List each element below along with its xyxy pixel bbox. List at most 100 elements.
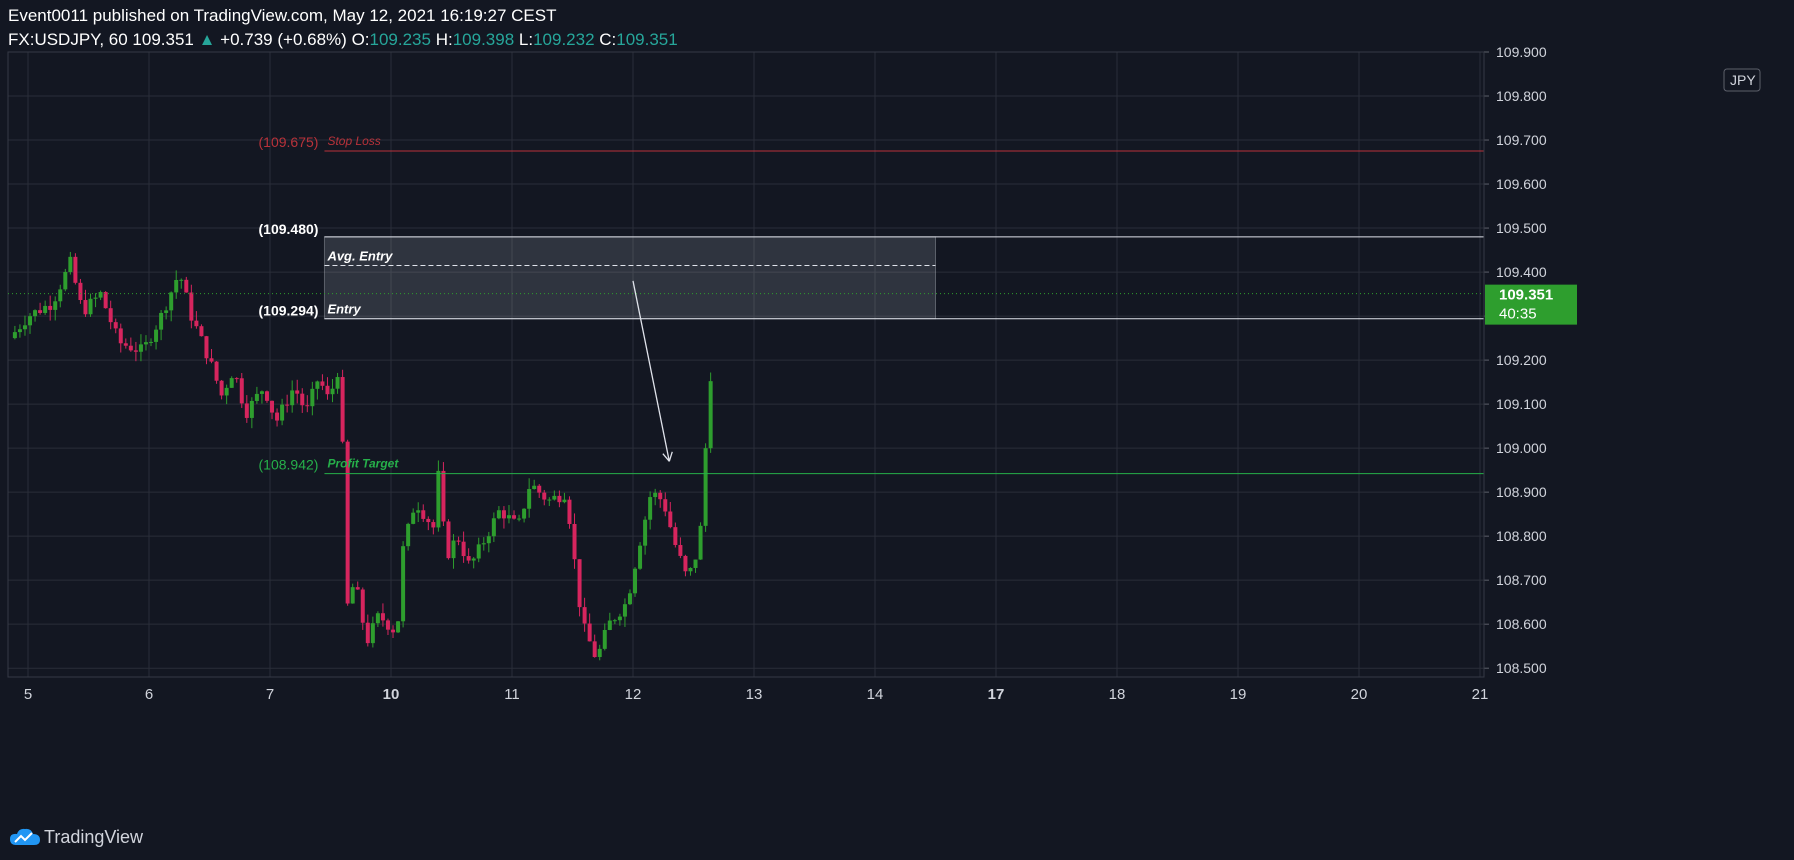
candle-body (537, 485, 542, 493)
open-value: 109.235 (369, 30, 431, 49)
candle-body (108, 308, 113, 323)
candle-body (199, 326, 204, 337)
entry-price-label: (109.294) (259, 303, 319, 319)
candle-body (138, 344, 143, 352)
candle-body (53, 301, 58, 310)
candle-body (391, 629, 396, 633)
high-label: H: (435, 30, 453, 49)
candle-body (416, 510, 421, 513)
candle-body (451, 540, 456, 559)
grid-lines (8, 51, 1484, 677)
price-tag: 109.351 40:35 (1485, 284, 1577, 325)
candle-body (204, 336, 209, 359)
candle-body (401, 546, 406, 622)
trade-levels[interactable]: (109.675) Stop Loss (108.942) Profit Target (259, 134, 1484, 475)
x-tick-label: 6 (145, 686, 153, 703)
candle-body (557, 495, 562, 503)
currency-button[interactable]: JPY (1723, 68, 1761, 92)
candle-body (668, 511, 673, 528)
candle-body (496, 510, 501, 519)
x-tick-label: 21 (1472, 686, 1489, 703)
projection-arrow[interactable] (632, 280, 673, 462)
candle-body (275, 412, 280, 421)
entry-zone-box[interactable] (323, 236, 936, 320)
brand-name: TradingView (44, 826, 144, 847)
candle-body (78, 282, 83, 301)
candle-body (335, 377, 340, 389)
candle-body (643, 519, 648, 546)
candle-body (300, 393, 305, 406)
currency-button-bg (1723, 68, 1761, 92)
candle-body (456, 540, 461, 542)
candle-body (441, 470, 446, 522)
candle-body (466, 556, 471, 561)
candle-body (471, 558, 476, 561)
candle-body (345, 441, 350, 604)
candle-body (506, 515, 511, 519)
candle-body (491, 518, 496, 537)
price-axis[interactable]: 109.900 109.800 109.700 109.600 109.500 109.4… (1484, 44, 1547, 676)
candle-body (406, 523, 411, 547)
candle-body (103, 292, 108, 309)
candle-body (360, 589, 365, 623)
profit-target-price: (108.942) (259, 457, 319, 473)
candle-body (214, 361, 219, 381)
publisher-name[interactable]: Event0011 (8, 6, 89, 25)
candle-body (501, 510, 506, 519)
candle-body (184, 279, 189, 293)
candle-body (572, 523, 577, 560)
candle-body (527, 489, 532, 509)
profit-target-label: Profit Target (327, 457, 399, 471)
tradingview-logo[interactable]: TradingView (10, 824, 143, 850)
open-label: O: (351, 30, 370, 49)
symbol-name[interactable]: FX:USDJPY, 60 (8, 30, 128, 49)
candle-body (365, 622, 370, 644)
candle-body (169, 292, 174, 311)
y-tick-label: 109.200 (1496, 352, 1547, 368)
candle-body (663, 499, 668, 512)
candle-body (542, 492, 547, 500)
zone-top-label: (109.480) (259, 221, 319, 237)
candle-body (219, 380, 224, 396)
stop-loss-label: Stop Loss (327, 134, 380, 148)
candle-body (517, 518, 522, 520)
candle-body (607, 620, 612, 630)
up-triangle-icon: ▲ (198, 30, 216, 49)
candle-body (320, 381, 325, 386)
y-tick-label: 108.700 (1496, 572, 1547, 588)
y-tick-label: 108.900 (1496, 484, 1547, 500)
candle-body (285, 404, 290, 406)
candle-body (587, 623, 592, 642)
candle-body (547, 499, 552, 501)
candle-body (234, 378, 239, 380)
y-tick-label: 108.500 (1496, 660, 1547, 676)
candle-body (43, 305, 48, 313)
x-tick-label: 19 (1230, 686, 1247, 703)
candle-body (249, 400, 254, 418)
y-tick-label: 108.600 (1496, 616, 1547, 632)
entry-label: Entry (327, 302, 361, 317)
time-axis[interactable]: 5 6 7 10 11 12 13 14 17 18 19 20 21 (24, 686, 1489, 703)
candle-body (622, 604, 627, 617)
entry-zone[interactable]: (109.480) (109.294) Avg. Entry Entry (259, 221, 1484, 320)
plot-border (7, 51, 1485, 678)
candle-body (174, 279, 179, 293)
candle-body (17, 329, 22, 333)
y-tick-label: 108.800 (1496, 528, 1547, 544)
candle-body (270, 400, 275, 413)
candle-body (602, 629, 607, 649)
candle-body (461, 541, 466, 557)
candle-body (83, 300, 88, 315)
candle-body (708, 381, 713, 449)
candle-body (259, 391, 264, 394)
x-tick-label: 18 (1109, 686, 1126, 703)
candle-body (446, 521, 451, 559)
candle-body (264, 391, 269, 401)
candle-body (33, 310, 38, 317)
candle-body (633, 568, 638, 594)
candle-body (567, 499, 572, 524)
y-tick-label: 109.700 (1496, 132, 1547, 148)
candle-body (58, 289, 63, 302)
candle-body (486, 536, 491, 544)
